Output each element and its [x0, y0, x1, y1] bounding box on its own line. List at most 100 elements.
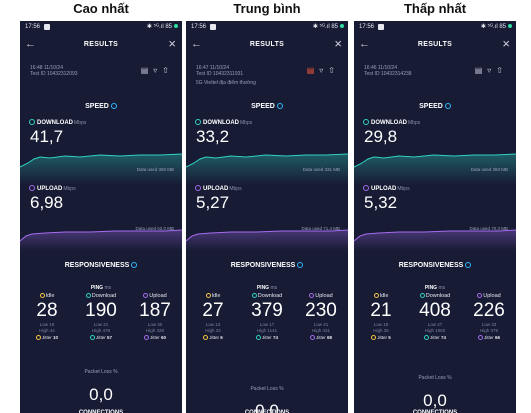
download-jitter-label: Jitter — [95, 335, 106, 340]
download-ping-icon — [251, 293, 257, 298]
idle-high-value: 32 — [215, 328, 221, 333]
idle-value: 21 — [370, 300, 392, 321]
upload-ping-value: 226 — [473, 300, 505, 321]
delete-icon[interactable]: ▿ — [487, 66, 497, 75]
idle-low: Low 13 — [186, 322, 240, 328]
idle-value: 27 — [202, 300, 224, 321]
download-value: 33,2 — [196, 127, 230, 146]
upload-jitter-value: 60 — [161, 335, 167, 340]
responsiveness-info-icon[interactable] — [465, 262, 472, 269]
responsiveness-section-title: RESPONSIVENESS — [354, 262, 516, 269]
packet-loss-value: 0,0 — [255, 401, 279, 413]
idle-low-value: 19 — [383, 322, 389, 327]
upload-graph — [354, 229, 516, 251]
details-icon[interactable]: ▤ — [474, 66, 488, 75]
connections-title: CONNECTIONS — [412, 410, 458, 413]
idle-jitter-value: 6 — [220, 335, 223, 340]
download-ring-icon — [363, 119, 369, 125]
download-unit: Mbps — [240, 120, 253, 126]
results-title: RESULTS — [83, 41, 119, 48]
packet-loss-unit: % — [279, 386, 284, 392]
status-indicators: ✱ ⁵ᴳ.ıl 85 — [481, 23, 512, 30]
upload-high-label: High — [479, 328, 490, 333]
upload-ping-high: High 328 — [128, 328, 182, 334]
download-ping-value: 408 — [419, 300, 451, 321]
close-icon[interactable]: × — [168, 36, 176, 51]
idle-low-label: Low — [373, 322, 382, 327]
speed-title: SPEED — [419, 103, 443, 110]
responsiveness-info-icon[interactable] — [297, 262, 304, 269]
upload-high-value: 379 — [490, 328, 499, 333]
phone-screenshot: 17:56 ✱ ⁵ᴳ.ıl 85 ← RESULTS × 16:47 11/10… — [186, 21, 348, 413]
responsiveness-info-icon[interactable] — [131, 262, 138, 269]
idle-jitter-icon — [203, 335, 209, 340]
back-arrow-icon[interactable]: ← — [25, 38, 36, 50]
delete-icon[interactable]: ▿ — [319, 66, 329, 75]
download-label: DOWNLOADMbps — [29, 119, 86, 126]
download-ping-value: 190 — [85, 300, 117, 321]
upload-high-value: 431 — [322, 328, 331, 333]
share-icon[interactable]: ⇧ — [162, 66, 174, 75]
speed-info-icon[interactable] — [276, 103, 283, 110]
ping-unit: ms — [438, 285, 446, 291]
download-label-text: DOWNLOAD — [371, 120, 407, 126]
column-header-2: Trung bình — [233, 1, 301, 16]
upload-low-label: Low — [481, 322, 490, 327]
delete-icon[interactable]: ▿ — [153, 66, 163, 75]
idle-high: High 32 — [186, 328, 240, 334]
close-icon[interactable]: × — [334, 36, 342, 51]
idle-column: Idle 28 Low 19 High 44 Jitter 10 — [20, 293, 74, 340]
upload-label-text: UPLOAD — [203, 186, 229, 192]
ping-header: PING ms — [354, 285, 516, 291]
download-jitter: Jitter 57 — [74, 335, 128, 340]
close-icon[interactable]: × — [502, 36, 510, 51]
idle-high-label: High — [39, 328, 49, 333]
upload-jitter-value: 68 — [327, 335, 333, 340]
packet-loss-value: 0,0 — [423, 391, 447, 410]
speed-info-icon[interactable] — [110, 103, 117, 110]
responsiveness-title: RESPONSIVENESS — [398, 262, 464, 269]
idle-ring-icon — [205, 293, 211, 298]
idle-label: Idle — [45, 293, 55, 299]
upload-ping-value: 187 — [139, 300, 171, 321]
download-jitter-icon — [423, 335, 429, 340]
idle-jitter-icon — [371, 335, 377, 340]
back-arrow-icon[interactable]: ← — [359, 38, 370, 50]
status-bar: 17:56 ✱ ⁵ᴳ.ıl 85 — [354, 21, 516, 33]
upload-jitter: Jitter 60 — [128, 335, 182, 340]
upload-data-used: Data used 70,3 MB — [469, 226, 508, 231]
download-low-value: 27 — [437, 322, 443, 327]
upload-ping-value: 230 — [305, 300, 337, 321]
share-icon[interactable]: ⇧ — [496, 66, 508, 75]
speed-info-icon[interactable] — [444, 103, 451, 110]
responsiveness-title: RESPONSIVENESS — [230, 262, 296, 269]
download-ping-column: Download 379 Low 17 High 1141 Jitter 74 — [240, 293, 294, 340]
download-graph — [354, 153, 516, 185]
download-high-value: 478 — [102, 328, 111, 333]
download-ring-icon — [195, 119, 201, 125]
download-jitter-icon — [255, 335, 261, 340]
upload-ping-icon — [143, 293, 149, 298]
download-graph — [20, 153, 182, 185]
upload-data-used: Data used 62,0 MB — [135, 226, 174, 231]
upload-ping-low: Low 21 — [294, 322, 348, 328]
upload-label: UPLOADMbps — [195, 185, 242, 192]
details-icon[interactable]: ▤ — [140, 66, 154, 75]
download-label: DOWNLOADMbps — [363, 119, 420, 126]
share-icon[interactable]: ⇧ — [328, 66, 340, 75]
phone-screenshot: 17:56 ✱ ⁵ᴳ.ıl 85 ← RESULTS × 16:48 11/10… — [20, 21, 182, 413]
idle-label: Idle — [379, 293, 389, 299]
details-icon[interactable]: ▤ — [306, 66, 320, 75]
upload-label: UPLOADMbps — [363, 185, 410, 192]
idle-low: Low 19 — [354, 322, 408, 328]
upload-unit: Mbps — [63, 186, 76, 192]
upload-high-label: High — [311, 328, 322, 333]
upload-low-value: 30 — [157, 322, 163, 327]
status-indicators: ✱ ⁵ᴳ.ıl 85 — [313, 23, 344, 30]
back-arrow-icon[interactable]: ← — [191, 38, 202, 50]
download-jitter-icon — [89, 335, 95, 340]
idle-jitter-value: 5 — [388, 335, 391, 340]
download-jitter-value: 57 — [107, 335, 113, 340]
results-title: RESULTS — [417, 41, 453, 48]
battery-dot-icon — [340, 24, 344, 28]
